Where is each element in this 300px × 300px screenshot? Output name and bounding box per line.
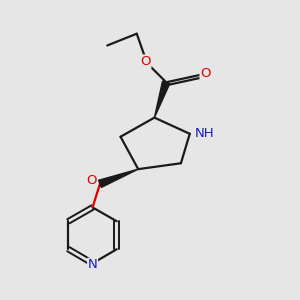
Text: O: O bbox=[140, 55, 151, 68]
Polygon shape bbox=[99, 169, 138, 188]
Text: O: O bbox=[200, 67, 211, 80]
Text: N: N bbox=[88, 258, 98, 271]
Polygon shape bbox=[154, 81, 170, 118]
Text: NH: NH bbox=[195, 127, 215, 140]
Text: O: O bbox=[86, 174, 96, 188]
